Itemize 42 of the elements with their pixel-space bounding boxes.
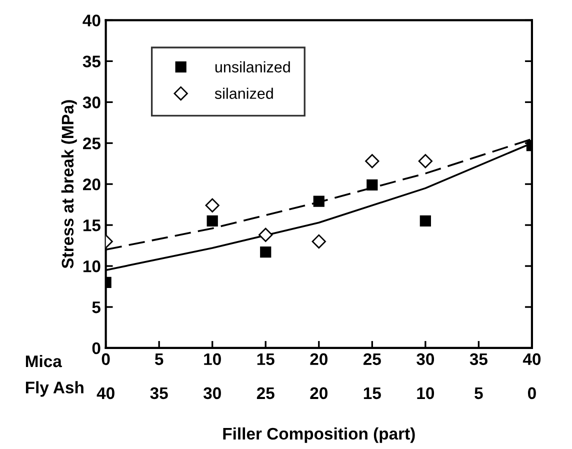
- x-tick-label: 15: [257, 353, 274, 366]
- y-tick-label: 40: [82, 14, 100, 26]
- legend-label: silanized: [214, 88, 273, 99]
- y-tick-label: 20: [83, 178, 100, 190]
- x2-tick-label: 30: [203, 387, 221, 400]
- text: Fly Ash: [26, 381, 84, 397]
- legend-label: unsilanized: [215, 61, 290, 72]
- text: Mica: [26, 354, 62, 368]
- x-tick-label: 30: [416, 353, 434, 366]
- x-tick-label: 5: [154, 353, 164, 366]
- x-tick-label: 35: [470, 353, 488, 366]
- x2-tick-label: 10: [417, 387, 434, 400]
- y-axis-title: Stress at break (MPa): [61, 100, 77, 268]
- x-tick-label: 10: [204, 353, 221, 366]
- y-tick-label: 5: [92, 302, 100, 314]
- point: [313, 196, 324, 207]
- x-tick-label: 20: [310, 353, 328, 366]
- x2-tick-label: 0: [528, 387, 536, 400]
- x2-tick-label: 20: [310, 387, 328, 400]
- x2-tick-label: 5: [474, 387, 483, 400]
- point: [418, 154, 433, 168]
- x2-tick-label: 25: [256, 387, 274, 400]
- x-tick-label: 0: [102, 353, 110, 366]
- point: [366, 179, 378, 190]
- y-tick-label: 0: [92, 342, 100, 354]
- x-tick-label: 25: [363, 353, 381, 366]
- x2-tick-label: 35: [150, 387, 168, 400]
- x-axis-title: Filler Composition (part): [223, 427, 415, 443]
- y-tick-label: 25: [83, 138, 100, 150]
- point: [205, 198, 220, 212]
- point: [258, 228, 273, 242]
- y-tick-label: 10: [83, 260, 100, 272]
- point: [312, 234, 326, 249]
- y-tick-label: 30: [82, 96, 100, 108]
- x2-tick-label: 15: [364, 387, 381, 400]
- y-tick-label: 35: [82, 56, 100, 68]
- point: [420, 215, 431, 227]
- x-tick-label: 40: [522, 353, 541, 366]
- y-tick-label: 15: [83, 220, 100, 232]
- point: [260, 246, 272, 258]
- point: [206, 215, 218, 227]
- point: [365, 154, 380, 168]
